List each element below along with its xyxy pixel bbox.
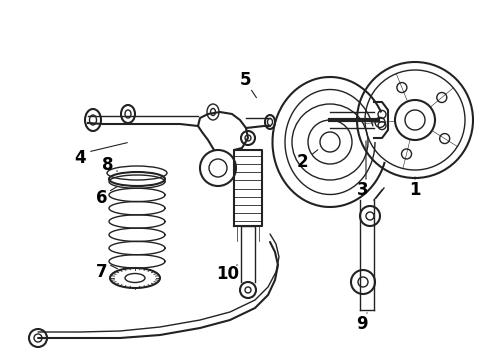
Text: 4: 4 <box>74 149 86 167</box>
Text: 7: 7 <box>96 263 108 281</box>
Text: 1: 1 <box>409 181 421 199</box>
Text: 6: 6 <box>96 189 108 207</box>
Text: 8: 8 <box>102 156 114 174</box>
Text: 2: 2 <box>296 153 308 171</box>
Text: 10: 10 <box>217 265 240 283</box>
Text: 3: 3 <box>357 181 369 199</box>
Text: 9: 9 <box>356 315 368 333</box>
Text: 5: 5 <box>239 71 251 89</box>
